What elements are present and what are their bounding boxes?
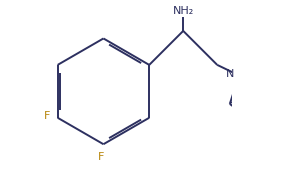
Text: N: N <box>226 68 234 79</box>
Text: F: F <box>98 152 105 162</box>
Text: N: N <box>281 106 282 116</box>
Text: F: F <box>44 111 50 121</box>
Text: NH₂: NH₂ <box>173 6 194 16</box>
